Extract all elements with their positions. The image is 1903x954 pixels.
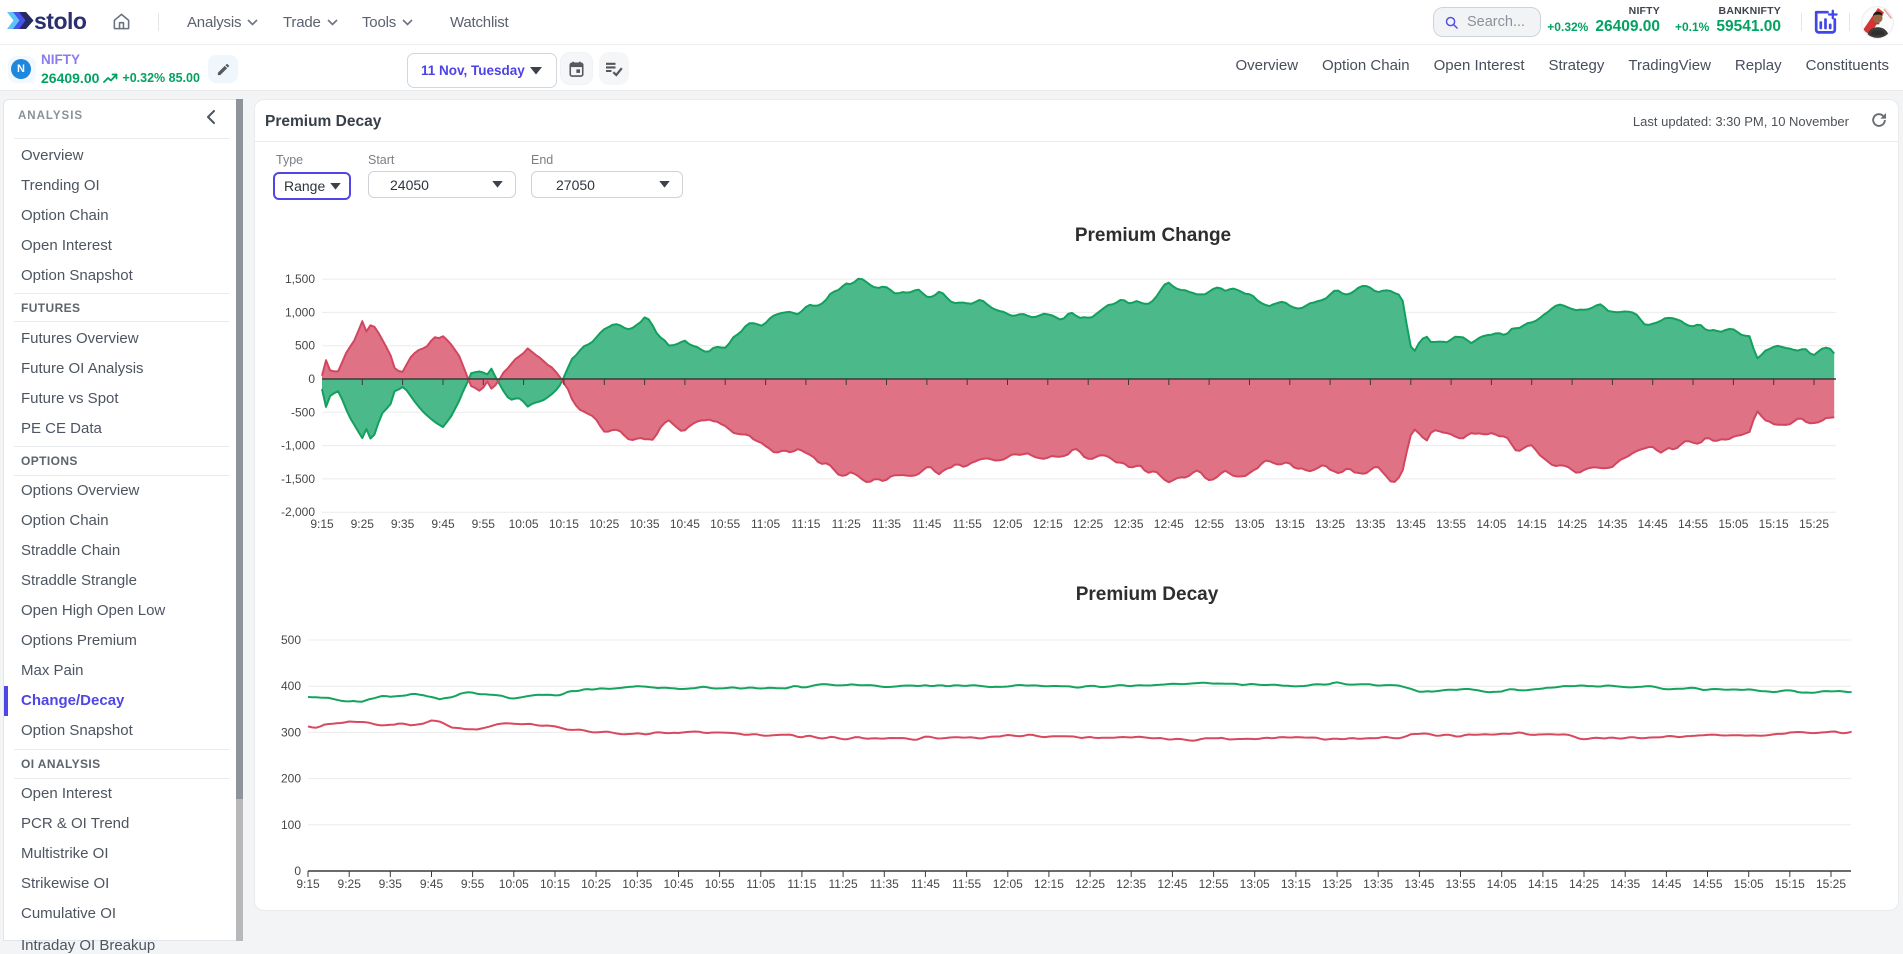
svg-text:stolo: stolo <box>34 11 87 33</box>
svg-text:12:15: 12:15 <box>1034 877 1064 891</box>
svg-text:15:05: 15:05 <box>1734 877 1764 891</box>
svg-text:14:45: 14:45 <box>1638 517 1668 531</box>
svg-text:Premium Change: Premium Change <box>1075 225 1231 246</box>
svg-text:12:55: 12:55 <box>1199 877 1229 891</box>
svg-text:15:25: 15:25 <box>1816 877 1846 891</box>
svg-text:9:35: 9:35 <box>379 877 403 891</box>
svg-text:10:55: 10:55 <box>710 517 740 531</box>
svg-text:12:25: 12:25 <box>1075 877 1105 891</box>
svg-text:-500: -500 <box>291 405 315 419</box>
svg-text:14:55: 14:55 <box>1692 877 1722 891</box>
svg-text:11:35: 11:35 <box>870 877 899 891</box>
svg-text:1,000: 1,000 <box>285 305 315 319</box>
svg-text:14:15: 14:15 <box>1528 877 1558 891</box>
svg-text:500: 500 <box>281 633 301 647</box>
svg-text:13:45: 13:45 <box>1404 877 1434 891</box>
svg-text:10:35: 10:35 <box>630 517 660 531</box>
svg-text:9:15: 9:15 <box>296 877 320 891</box>
svg-text:10:15: 10:15 <box>549 517 579 531</box>
svg-text:10:45: 10:45 <box>670 517 700 531</box>
svg-text:14:15: 14:15 <box>1517 517 1547 531</box>
svg-text:12:55: 12:55 <box>1194 517 1224 531</box>
svg-text:12:05: 12:05 <box>993 877 1023 891</box>
svg-text:9:35: 9:35 <box>391 517 415 531</box>
svg-text:13:35: 13:35 <box>1363 877 1393 891</box>
svg-text:11:25: 11:25 <box>829 877 858 891</box>
svg-text:11:25: 11:25 <box>832 517 861 531</box>
svg-text:12:35: 12:35 <box>1113 517 1143 531</box>
svg-text:9:25: 9:25 <box>351 517 375 531</box>
svg-text:10:35: 10:35 <box>622 877 652 891</box>
svg-text:10:05: 10:05 <box>499 877 529 891</box>
svg-text:Premium Decay: Premium Decay <box>1076 584 1219 605</box>
svg-text:11:15: 11:15 <box>791 517 820 531</box>
svg-text:11:45: 11:45 <box>911 877 940 891</box>
svg-text:500: 500 <box>295 339 315 353</box>
svg-text:14:25: 14:25 <box>1569 877 1599 891</box>
svg-text:12:45: 12:45 <box>1154 517 1184 531</box>
svg-text:15:15: 15:15 <box>1775 877 1805 891</box>
svg-text:11:55: 11:55 <box>952 877 981 891</box>
svg-text:-1,000: -1,000 <box>281 439 315 453</box>
svg-text:10:15: 10:15 <box>540 877 570 891</box>
svg-text:9:45: 9:45 <box>420 877 444 891</box>
svg-text:13:35: 13:35 <box>1355 517 1385 531</box>
svg-text:9:15: 9:15 <box>310 517 334 531</box>
svg-text:11:35: 11:35 <box>872 517 901 531</box>
svg-text:9:45: 9:45 <box>431 517 455 531</box>
svg-text:15:25: 15:25 <box>1799 517 1829 531</box>
svg-text:11:55: 11:55 <box>953 517 982 531</box>
svg-text:13:15: 13:15 <box>1275 517 1305 531</box>
svg-text:11:45: 11:45 <box>912 517 941 531</box>
svg-text:14:25: 14:25 <box>1557 517 1587 531</box>
svg-text:14:35: 14:35 <box>1597 517 1627 531</box>
svg-text:12:35: 12:35 <box>1116 877 1146 891</box>
svg-text:15:15: 15:15 <box>1759 517 1789 531</box>
svg-text:14:35: 14:35 <box>1610 877 1640 891</box>
svg-text:13:15: 13:15 <box>1281 877 1311 891</box>
svg-text:15:05: 15:05 <box>1718 517 1748 531</box>
svg-text:10:45: 10:45 <box>663 877 693 891</box>
svg-text:13:25: 13:25 <box>1315 517 1345 531</box>
svg-text:14:55: 14:55 <box>1678 517 1708 531</box>
svg-text:9:55: 9:55 <box>461 877 485 891</box>
svg-text:400: 400 <box>281 679 301 693</box>
svg-text:11:05: 11:05 <box>746 877 775 891</box>
svg-text:9:25: 9:25 <box>338 877 362 891</box>
svg-text:200: 200 <box>281 772 301 786</box>
svg-text:12:25: 12:25 <box>1073 517 1103 531</box>
svg-text:13:05: 13:05 <box>1234 517 1264 531</box>
svg-text:-1,500: -1,500 <box>281 472 315 486</box>
svg-text:10:55: 10:55 <box>705 877 735 891</box>
svg-text:14:45: 14:45 <box>1651 877 1681 891</box>
svg-text:-2,000: -2,000 <box>281 505 315 519</box>
svg-text:9:55: 9:55 <box>472 517 496 531</box>
svg-text:300: 300 <box>281 725 301 739</box>
svg-text:13:55: 13:55 <box>1445 877 1475 891</box>
svg-text:13:55: 13:55 <box>1436 517 1466 531</box>
svg-text:13:05: 13:05 <box>1240 877 1270 891</box>
svg-text:10:25: 10:25 <box>589 517 619 531</box>
svg-text:14:05: 14:05 <box>1476 517 1506 531</box>
svg-text:14:05: 14:05 <box>1487 877 1517 891</box>
svg-text:10:25: 10:25 <box>581 877 611 891</box>
svg-text:11:05: 11:05 <box>751 517 780 531</box>
svg-text:12:15: 12:15 <box>1033 517 1063 531</box>
svg-text:0: 0 <box>308 372 315 386</box>
svg-text:100: 100 <box>281 818 301 832</box>
svg-text:1,500: 1,500 <box>285 272 315 286</box>
svg-text:12:05: 12:05 <box>992 517 1022 531</box>
svg-text:0: 0 <box>294 864 301 878</box>
svg-text:13:25: 13:25 <box>1322 877 1352 891</box>
svg-text:10:05: 10:05 <box>509 517 539 531</box>
svg-text:13:45: 13:45 <box>1396 517 1426 531</box>
svg-text:12:45: 12:45 <box>1157 877 1187 891</box>
svg-text:11:15: 11:15 <box>787 877 816 891</box>
